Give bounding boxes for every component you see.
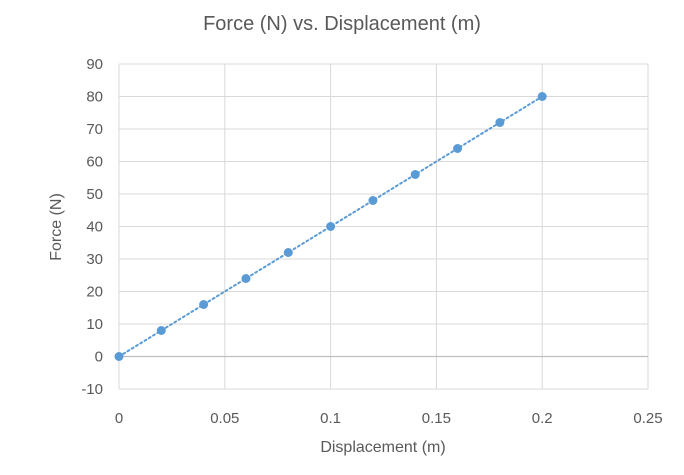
x-tick-label-2: 0.1	[320, 410, 341, 427]
y-tick-label-7: 60	[86, 154, 103, 171]
chart-title: Force (N) vs. Displacement (m)	[203, 13, 481, 35]
x-tick-label-1: 0.05	[210, 410, 239, 427]
y-tick-label-8: 70	[86, 121, 103, 138]
x-tick-label-5: 0.25	[633, 410, 662, 427]
y-tick-label-1: 0	[95, 349, 103, 366]
data-point-10	[537, 92, 547, 101]
data-point-3	[241, 274, 251, 283]
trendline-0	[118, 95, 544, 358]
x-tick-label-4: 0.2	[532, 410, 553, 427]
x-tick-label-3: 0.15	[422, 410, 451, 427]
y-tick-label-4: 30	[86, 251, 103, 268]
data-points	[114, 92, 547, 361]
tick-labels: -10 0 10 20 30 40 50 60 70 80 90 0 0.05 0.1 0.15 0.2 0.2…	[81, 56, 662, 427]
x-axis-title: Displacement (m)	[320, 439, 445, 456]
y-tick-label-10: 90	[86, 56, 103, 73]
data-point-2	[199, 300, 209, 309]
gridlines	[118, 63, 649, 390]
data-point-7	[410, 170, 420, 179]
y-tick-label-9: 80	[86, 89, 103, 106]
data-point-0	[114, 352, 124, 361]
y-tick-label-0: -10	[81, 381, 103, 398]
data-point-4	[283, 248, 293, 257]
y-tick-label-5: 40	[86, 219, 103, 236]
y-tick-label-6: 50	[86, 186, 103, 203]
x-tick-label-0: 0	[115, 410, 123, 427]
data-point-6	[368, 196, 378, 205]
data-point-9	[495, 118, 505, 127]
y-tick-label-2: 10	[86, 316, 103, 333]
y-axis-title: Force (N)	[48, 193, 65, 261]
data-point-5	[326, 222, 336, 231]
data-point-8	[453, 144, 463, 153]
data-point-1	[156, 326, 166, 335]
trendline-layer	[118, 95, 544, 358]
y-tick-label-3: 20	[86, 284, 103, 301]
